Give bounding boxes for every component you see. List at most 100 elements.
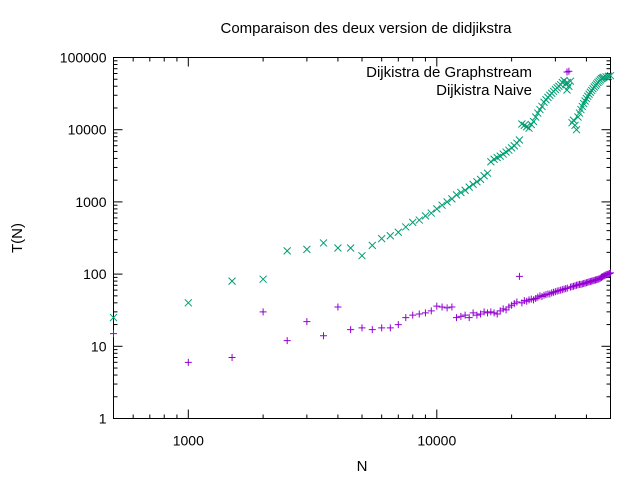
data-point (378, 324, 386, 332)
data-point (518, 120, 526, 128)
data-point (548, 289, 556, 297)
y-tick-label: 100 (83, 266, 107, 282)
data-point (571, 121, 579, 130)
data-point (533, 109, 542, 117)
data-point (520, 121, 529, 130)
data-point (347, 326, 355, 334)
x-axis-title: N (357, 458, 368, 475)
data-point (553, 287, 561, 295)
data-point (605, 269, 613, 277)
data-point (490, 309, 498, 317)
data-point (259, 275, 267, 284)
data-point (368, 241, 377, 250)
data-point (438, 201, 446, 210)
data-point (465, 314, 473, 322)
data-point (415, 216, 424, 224)
data-point (563, 284, 571, 292)
data-point (461, 311, 469, 319)
data-point (572, 125, 581, 134)
series-graphstream (110, 67, 614, 366)
data-point (394, 228, 403, 237)
data-point (346, 244, 355, 252)
data-point (283, 337, 291, 345)
data-point (525, 124, 533, 133)
data-point (565, 67, 573, 75)
y-axis-title: T(N) (9, 223, 26, 253)
legend-marker-graphstream (563, 68, 571, 76)
data-point (473, 177, 481, 186)
data-point (409, 311, 417, 319)
data-point (184, 298, 193, 307)
data-point (513, 298, 521, 306)
data-point (569, 116, 578, 125)
data-point (408, 218, 417, 227)
data-point (538, 102, 546, 111)
data-point (469, 180, 477, 189)
x-tick-label: 1000 (173, 433, 204, 449)
y-tick-label: 100000 (60, 50, 107, 66)
data-point (483, 169, 492, 178)
data-point (377, 234, 386, 243)
data-point (303, 318, 311, 326)
data-point (401, 223, 410, 231)
data-point (583, 92, 592, 101)
data-point (110, 330, 117, 338)
data-point (473, 311, 481, 319)
data-point (427, 209, 436, 217)
y-axis: 1 10 100 1000 10000 100000 (60, 50, 611, 427)
data-point (531, 113, 540, 121)
data-point (499, 305, 507, 313)
data-point (438, 303, 446, 311)
y-tick-label: 10000 (68, 122, 107, 138)
data-point (259, 308, 267, 316)
data-point (515, 136, 524, 144)
data-point (565, 82, 573, 91)
data-point (184, 358, 192, 366)
data-point (432, 205, 441, 213)
data-point (558, 286, 566, 294)
data-point (386, 231, 395, 240)
data-point (566, 77, 575, 86)
series-naive (109, 71, 615, 322)
data-point (465, 183, 474, 192)
data-point (228, 277, 236, 285)
data-point (421, 309, 429, 317)
data-point (599, 73, 608, 82)
legend-label-naive: Dijkistra Naive (436, 82, 532, 99)
legend: Dijkistra de Graphstream Dijkistra Naive (366, 64, 571, 99)
data-point (550, 288, 558, 296)
data-point (319, 239, 328, 247)
x-tick-label: 10000 (417, 433, 456, 449)
y-tick-label: 1 (99, 411, 107, 427)
data-point (443, 304, 451, 312)
data-point (386, 324, 394, 332)
data-point (602, 72, 610, 81)
data-point (421, 212, 430, 220)
data-point (480, 171, 488, 180)
data-point (457, 188, 465, 197)
data-point (368, 326, 376, 334)
series-layer (109, 67, 615, 366)
data-point (452, 314, 460, 322)
x-axis: 1000 10000 (113, 57, 611, 449)
data-point (551, 288, 559, 296)
data-point (557, 286, 565, 294)
data-point (228, 353, 236, 361)
data-point (358, 324, 366, 332)
data-point (433, 302, 441, 310)
data-point (480, 308, 488, 316)
data-point (515, 272, 523, 280)
data-point (415, 310, 423, 318)
data-point (486, 157, 495, 166)
data-point (283, 246, 292, 255)
data-point (109, 313, 118, 322)
data-point (448, 303, 456, 311)
legend-marker-naive (563, 86, 571, 94)
data-point (358, 251, 366, 260)
chart-title: Comparaison des deux version de didjikst… (221, 20, 513, 37)
y-tick-label: 10 (91, 338, 107, 354)
data-point (461, 186, 469, 195)
data-point (560, 285, 568, 293)
data-point (452, 191, 461, 199)
